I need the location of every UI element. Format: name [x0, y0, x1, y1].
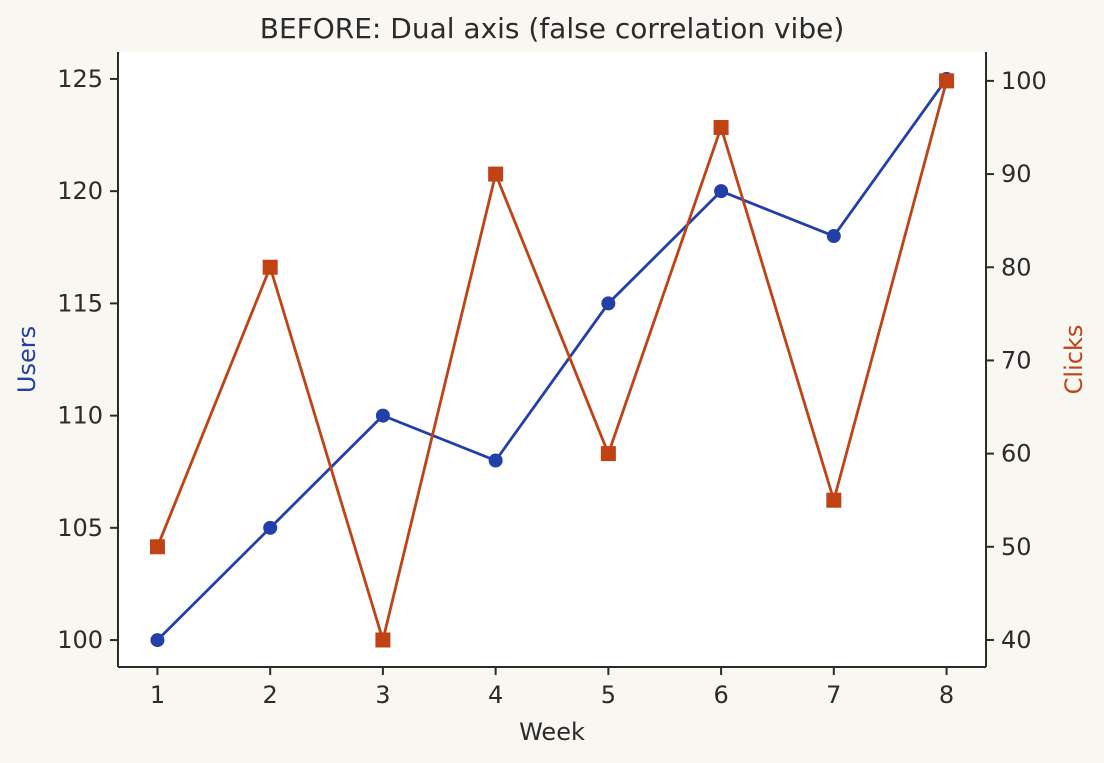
users-point-marker [714, 184, 729, 199]
right-y-tick-label: 80 [1001, 253, 1032, 281]
right-y-tick-label: 90 [1001, 160, 1032, 188]
users-point-marker [263, 520, 278, 535]
plot-area-background [118, 52, 986, 667]
users-point-marker [488, 453, 503, 468]
x-axis-title: Week [519, 718, 585, 746]
clicks-series-line [156, 80, 948, 646]
left-y-tick-label: 115 [57, 289, 103, 317]
chart-title: BEFORE: Dual axis (false correlation vib… [260, 12, 845, 45]
right-y-axis-ticks: 40 50 60 70 80 90 100 [986, 67, 1047, 654]
users-point-marker [150, 633, 165, 648]
series-layer [149, 71, 955, 648]
x-tick-label: 1 [150, 681, 165, 709]
right-y-tick-label: 100 [1001, 67, 1047, 95]
left-y-tick-label: 120 [57, 177, 103, 205]
x-tick-label: 5 [601, 681, 616, 709]
users-point-marker [826, 229, 841, 244]
left-y-tick-label: 105 [57, 514, 103, 542]
x-tick-label: 2 [263, 681, 278, 709]
users-point-marker [601, 296, 616, 311]
clicks-point-marker [488, 166, 504, 182]
left-y-tick-label: 125 [57, 65, 103, 93]
right-y-tick-label: 50 [1001, 533, 1032, 561]
clicks-point-marker [262, 259, 278, 275]
clicks-point-marker [826, 492, 842, 508]
x-tick-label: 7 [826, 681, 841, 709]
left-y-tick-label: 110 [57, 402, 103, 430]
clicks-point-marker [375, 632, 391, 648]
users-series-line [156, 78, 948, 642]
right-y-tick-label: 40 [1001, 626, 1032, 654]
left-y-axis-title: Users [13, 326, 41, 393]
x-tick-label: 8 [939, 681, 954, 709]
clicks-point-marker [939, 73, 955, 89]
right-y-tick-label: 60 [1001, 440, 1032, 468]
x-tick-label: 4 [488, 681, 503, 709]
x-tick-label: 6 [713, 681, 728, 709]
x-tick-label: 3 [375, 681, 390, 709]
clicks-point-marker [600, 446, 616, 462]
clicks-point-marker [713, 119, 729, 135]
users-point-marker [375, 408, 390, 423]
left-y-tick-label: 100 [57, 626, 103, 654]
clicks-point-marker [149, 539, 165, 555]
left-y-axis-ticks: 100 105 110 115 120 125 [57, 65, 118, 654]
right-y-tick-label: 70 [1001, 346, 1032, 374]
right-y-axis-title: Clicks [1060, 325, 1088, 395]
x-axis-ticks: 1 2 3 4 5 6 7 8 [150, 667, 954, 709]
